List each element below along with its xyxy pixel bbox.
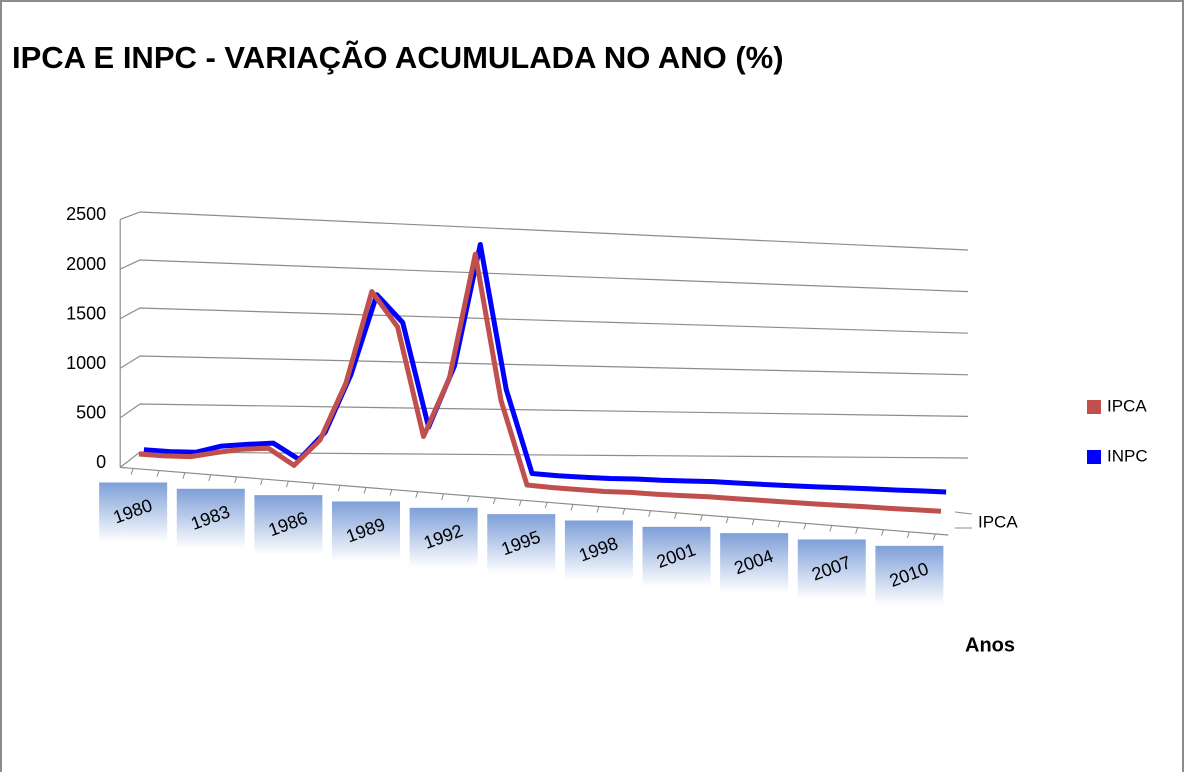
x-tick [518, 499, 522, 507]
x-tick-box [332, 501, 401, 562]
x-tick-group: 1995 [487, 514, 556, 575]
grid-line [119, 307, 969, 334]
x-tick [803, 523, 807, 530]
x-tick [363, 487, 367, 494]
x-tick-group: 2004 [720, 533, 789, 594]
x-tick-group: 1986 [254, 495, 323, 556]
x-tick-group: 1989 [332, 501, 401, 562]
y-tick-label: 1000 [66, 353, 106, 373]
legend-swatch [1087, 450, 1101, 464]
x-tick [441, 493, 445, 500]
x-tick-box [176, 488, 245, 549]
x-tick-box [254, 495, 323, 556]
x-tick-box [797, 539, 866, 600]
x-tick [285, 480, 289, 488]
x-tick-box [409, 507, 478, 568]
depth-tick [954, 511, 973, 515]
x-tick-group: 2001 [642, 526, 711, 587]
x-axis-title: Anos [965, 634, 1015, 656]
x-tick-group: 2007 [797, 539, 866, 600]
x-tick [932, 533, 936, 541]
x-tick [208, 474, 212, 481]
x-tick [234, 476, 238, 484]
x-tick [777, 521, 781, 528]
x-tick [311, 483, 315, 490]
x-tick [596, 506, 600, 513]
x-tick [881, 529, 884, 536]
x-tick [467, 495, 470, 503]
y-tick-label: 500 [76, 403, 106, 423]
x-tick-box [564, 520, 633, 581]
x-tick [544, 502, 548, 509]
grid-line [119, 259, 969, 293]
y-tick-label: 2000 [66, 254, 106, 274]
depth-label: IPCA [978, 512, 1018, 531]
x-tick-group: 1992 [409, 507, 478, 568]
x-axis [120, 466, 949, 536]
x-tick [130, 468, 134, 475]
x-tick-box [875, 545, 944, 606]
x-tick [674, 512, 677, 519]
x-tick [260, 478, 263, 486]
y-tick-label: 1500 [66, 303, 106, 323]
x-tick-group: 1983 [176, 488, 245, 549]
x-tick-group: 1980 [99, 482, 168, 543]
x-tick-box [720, 533, 789, 594]
series-line [143, 242, 947, 495]
x-tick [906, 531, 910, 538]
legend-swatch [1087, 400, 1101, 414]
x-tick [156, 470, 160, 477]
x-tick-group: 1998 [564, 520, 633, 581]
x-tick [829, 525, 833, 532]
series-line [138, 251, 942, 514]
x-tick-box [487, 514, 556, 575]
x-tick [751, 518, 755, 526]
x-tick [725, 516, 729, 524]
x-tick-box [99, 482, 168, 543]
legend-label: IPCA [1107, 396, 1147, 415]
x-tick [337, 485, 341, 492]
grid-line [119, 403, 969, 419]
chart-title: IPCA E INPC - VARIAÇÃO ACUMULADA NO ANO … [12, 40, 784, 75]
x-tick [648, 510, 652, 517]
x-tick [389, 489, 393, 496]
x-tick-box [642, 526, 711, 587]
x-tick [570, 504, 574, 511]
y-tick-label: 2500 [66, 204, 106, 224]
grid-line [119, 355, 969, 376]
y-tick-label: 0 [96, 452, 106, 472]
x-tick [492, 497, 496, 505]
x-tick [699, 514, 703, 522]
grid-line [119, 211, 969, 251]
x-tick [622, 508, 626, 515]
legend-label: INPC [1107, 446, 1148, 465]
x-tick [415, 491, 419, 498]
x-tick [182, 472, 186, 479]
x-tick-group: 2010 [875, 545, 944, 606]
x-tick [855, 527, 859, 534]
